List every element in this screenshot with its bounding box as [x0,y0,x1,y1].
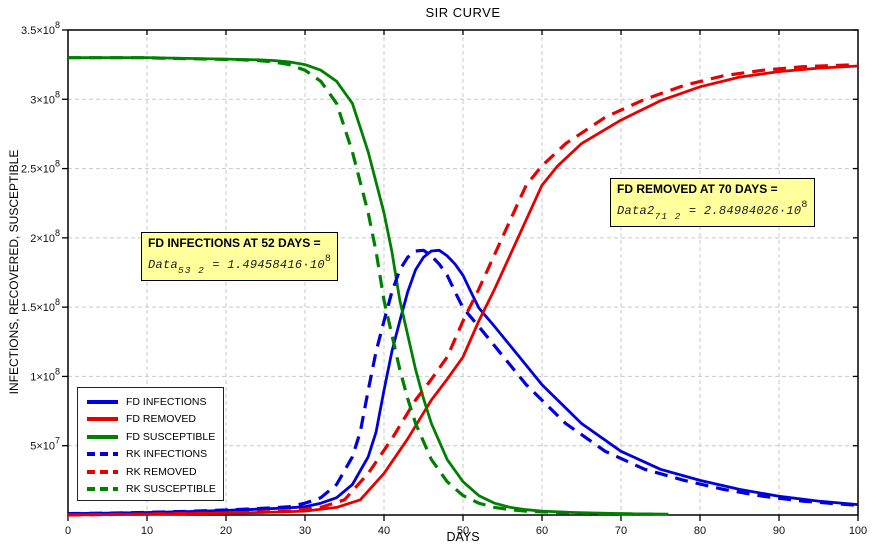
legend-item-fd-susceptible: FD SUSCEPTIBLE [87,428,223,446]
math-exponent: 8 [801,200,808,211]
x-tick-label: 0 [65,525,71,537]
legend-item-rk-removed: RK REMOVED [87,463,223,481]
legend-label: RK INFECTIONS [126,448,208,461]
legend: FD INFECTIONS FD REMOVED FD SUSCEPTIBLE … [77,387,224,501]
chart-title: SIR CURVE [425,5,501,20]
x-tick-label: 10 [141,525,153,537]
y-tick-label: 5×107 [30,436,60,453]
legend-item-fd-infections: FD INFECTIONS [87,393,223,411]
series-fd-removed [67,64,859,517]
x-tick-label: 100 [849,525,867,537]
annotation-fd-removed-70-days[interactable]: FD REMOVED AT 70 DAYS = Data271 2 = 2.84… [610,178,815,227]
y-tick-label: 3.5×108 [21,20,60,37]
math-subscript: 71 2 [654,211,682,222]
series-fd-susceptible [68,56,669,516]
x-tick-label: 40 [378,525,390,537]
y-tick-label: 1.5×108 [21,297,60,314]
legend-item-rk-infections: RK INFECTIONS [87,446,223,464]
x-tick-label: 60 [536,525,548,537]
y-tick-label: 2×108 [30,228,60,245]
legend-label: FD REMOVED [126,413,197,426]
math-value: = 2.84984026·10 [688,204,802,218]
annotation-fd-infections-52-days[interactable]: FD INFECTIONS AT 52 DAYS = Data53 2 = 1.… [141,232,339,281]
legend-label: FD INFECTIONS [126,395,207,408]
legend-item-fd-removed: FD REMOVED [87,411,223,429]
y-tick-label: 2.5×108 [21,159,60,176]
series-rk-infections [67,248,859,516]
x-tick-label: 70 [615,525,627,537]
line-sample-icon [87,452,118,457]
annotation-math: Data271 2 = 2.84984026·108 [617,200,808,222]
legend-label: FD SUSCEPTIBLE [126,430,216,443]
annotation-title: FD REMOVED AT 70 DAYS = [617,182,778,196]
legend-item-rk-susceptible: RK SUSCEPTIBLE [87,481,223,499]
legend-label: RK SUSCEPTIBLE [126,483,216,496]
annotation-math: Data53 2 = 1.49458416·108 [148,254,331,276]
line-sample-icon [87,487,118,492]
legend-label: RK REMOVED [126,465,197,478]
x-tick-label: 80 [694,525,706,537]
series-rk-susceptible [68,56,653,516]
line-sample-icon [87,434,118,439]
annotation-title: FD INFECTIONS AT 52 DAYS = [148,236,321,250]
y-tick-label: 1×108 [30,366,60,383]
y-tick-label: 3×108 [30,89,60,106]
math-variable: Data2 [617,204,655,218]
y-axis-label: INFECTIONS, RECOVERED, SUSCEPTIBLE [7,149,21,395]
x-tick-label: 30 [299,525,311,537]
x-tick-label: 50 [457,525,469,537]
x-tick-label: 20 [220,525,232,537]
x-tick-label: 90 [773,525,785,537]
line-sample-icon [87,417,118,422]
math-variable: Data [148,258,179,272]
math-value: = 1.49458416·10 [212,258,325,272]
line-sample-icon [87,469,118,474]
math-subscript: 53 2 [178,265,205,276]
line-sample-icon [87,399,118,404]
math-exponent: 8 [324,254,332,265]
series-fd-infections [67,248,859,515]
x-axis-label: DAYS [446,530,480,544]
series-rk-removed [67,63,859,517]
